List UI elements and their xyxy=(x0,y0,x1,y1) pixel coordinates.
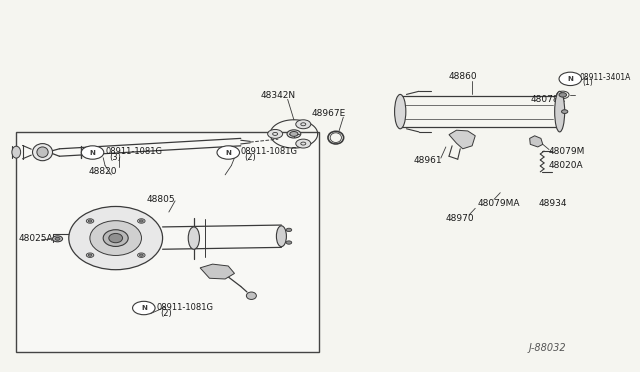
Text: 48079MA: 48079MA xyxy=(477,199,520,208)
Text: 48342N: 48342N xyxy=(260,91,296,100)
Circle shape xyxy=(559,72,582,86)
Text: 48079M: 48079M xyxy=(549,147,586,155)
Bar xyxy=(15,132,319,352)
Ellipse shape xyxy=(12,146,20,158)
Text: 08911-3401A: 08911-3401A xyxy=(579,73,630,81)
Text: 48020A: 48020A xyxy=(549,161,584,170)
Text: N: N xyxy=(568,76,573,82)
Text: 48025A: 48025A xyxy=(19,234,53,243)
Ellipse shape xyxy=(88,254,92,256)
Ellipse shape xyxy=(86,219,94,223)
Ellipse shape xyxy=(68,206,163,270)
Ellipse shape xyxy=(140,254,143,256)
Text: 48805: 48805 xyxy=(147,195,175,203)
Circle shape xyxy=(132,301,155,315)
Text: N: N xyxy=(225,150,231,155)
Ellipse shape xyxy=(286,241,292,244)
Ellipse shape xyxy=(88,220,92,222)
Ellipse shape xyxy=(52,236,63,242)
Ellipse shape xyxy=(109,234,123,243)
Ellipse shape xyxy=(268,129,283,138)
Ellipse shape xyxy=(138,253,145,257)
Text: 08911-1081G: 08911-1081G xyxy=(105,147,162,156)
Ellipse shape xyxy=(86,253,94,257)
Ellipse shape xyxy=(286,228,292,231)
Text: 08911-1081G: 08911-1081G xyxy=(241,147,298,156)
Text: 48961: 48961 xyxy=(414,156,443,165)
Ellipse shape xyxy=(103,230,128,247)
Ellipse shape xyxy=(276,226,287,247)
Ellipse shape xyxy=(290,132,298,137)
Ellipse shape xyxy=(33,144,52,161)
Ellipse shape xyxy=(55,237,60,240)
Ellipse shape xyxy=(188,227,200,249)
Polygon shape xyxy=(530,136,543,147)
Polygon shape xyxy=(449,130,476,149)
Text: N: N xyxy=(90,150,95,155)
Text: (2): (2) xyxy=(244,153,256,162)
Text: 48970: 48970 xyxy=(445,214,474,223)
Ellipse shape xyxy=(296,120,311,129)
Ellipse shape xyxy=(296,139,311,148)
Text: 48860: 48860 xyxy=(449,72,477,81)
Circle shape xyxy=(217,146,239,159)
Ellipse shape xyxy=(561,110,568,113)
Text: 48078A: 48078A xyxy=(531,95,565,104)
Text: (2): (2) xyxy=(160,309,172,318)
Ellipse shape xyxy=(37,147,48,157)
Ellipse shape xyxy=(140,220,143,222)
Text: (3): (3) xyxy=(109,153,122,162)
Ellipse shape xyxy=(246,292,257,299)
Text: N: N xyxy=(141,305,147,311)
Text: (1): (1) xyxy=(582,78,593,87)
Ellipse shape xyxy=(138,219,145,223)
Ellipse shape xyxy=(395,94,406,129)
Circle shape xyxy=(81,146,104,159)
Polygon shape xyxy=(200,264,234,279)
Ellipse shape xyxy=(287,130,301,138)
Ellipse shape xyxy=(559,93,566,97)
Text: 48934: 48934 xyxy=(539,199,568,208)
Ellipse shape xyxy=(90,221,141,256)
Text: 48967E: 48967E xyxy=(311,109,346,118)
Text: J-88032: J-88032 xyxy=(529,343,566,353)
Text: 48820: 48820 xyxy=(89,167,117,176)
Ellipse shape xyxy=(555,91,564,132)
Text: 08911-1081G: 08911-1081G xyxy=(156,303,213,312)
